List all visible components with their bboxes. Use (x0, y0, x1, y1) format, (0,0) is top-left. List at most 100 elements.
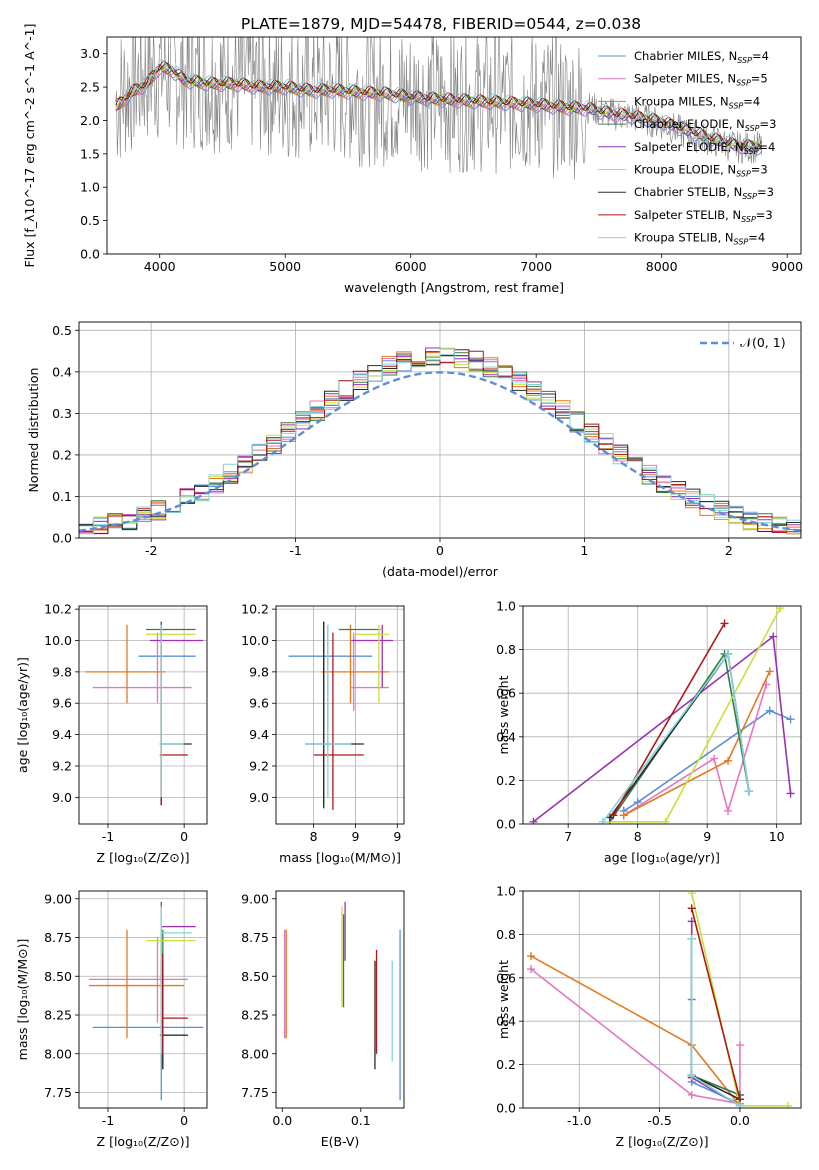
spectrum-xtick-label: 6000 (395, 259, 427, 274)
residuals-plot-area (79, 322, 801, 538)
residuals-xlabel: (data-model)/error (382, 564, 499, 579)
age-vs-mass-ytick-label: 10.0 (241, 633, 269, 648)
age-vs-Z-ytick-label: 10.0 (44, 633, 72, 648)
spectrum-xtick-label: 7000 (520, 259, 552, 274)
mw-vs-Z-xtick-label: -0.5 (647, 1113, 671, 1128)
mw-vs-age-ytick-label: 0.0 (496, 817, 516, 832)
residuals-ytick-label: 0.1 (52, 489, 72, 504)
age-vs-mass-ytick-label: 9.8 (249, 664, 269, 679)
residuals-ylabel: Normed distribution (26, 368, 41, 493)
mw-vs-age-marker (724, 806, 733, 815)
mw-vs-Z-ytick-label: 0.8 (496, 927, 516, 942)
spectrum-ytick-label: 1.5 (80, 146, 100, 161)
mw-vs-Z-marker (735, 1041, 744, 1050)
age-vs-mass-ytick-label: 9.0 (249, 790, 269, 805)
mass-vs-EBV-ytick-label: 8.00 (241, 1046, 269, 1061)
mass-vs-EBV-ytick-label: 8.25 (241, 1008, 269, 1023)
residuals-ytick-label: 0.3 (52, 406, 72, 421)
residuals-xtick-label: -2 (145, 543, 157, 558)
spectrum-model-line (115, 65, 763, 151)
residuals-ytick-label: 0.2 (52, 447, 72, 462)
spectrum-frame (106, 36, 802, 255)
age-vs-mass-xtick-label: 9 (393, 829, 401, 844)
legend-entry: Salpeter STELIB, NSSP=3 (634, 208, 773, 224)
mw-vs-Z-marker (527, 952, 536, 961)
mw-vs-Z-marker (687, 934, 696, 943)
age-vs-Z-ytick-label: 10.2 (44, 602, 72, 617)
mw-vs-Z-xtick-label: -1.0 (567, 1113, 591, 1128)
mw-vs-age-axes: 7 8 9 10 0.0 0.2 0.4 0.6 0.8 1.0 age [log₁₀(age/yr… (496, 599, 802, 865)
spectrum-xlabel: wavelength [Angstrom, rest frame] (344, 280, 564, 295)
mw-vs-age-ylabel: mass weight (496, 675, 511, 754)
mw-vs-age-frame (522, 605, 802, 825)
age-vs-mass-xtick-label: 9 (352, 829, 360, 844)
mw-vs-age-ytick-label: 0.6 (496, 686, 516, 701)
mw-vs-Z-marker (687, 904, 696, 913)
spectrum-data-line (115, 37, 763, 180)
mw-vs-age-xtick-label: 10 (769, 829, 785, 844)
mw-vs-age-line (623, 709, 791, 812)
mw-vs-Z-marker (687, 1071, 696, 1080)
legend-entry: Chabrier STELIB, NSSP=3 (634, 185, 774, 201)
spectrum-xtick-label: 5000 (269, 259, 301, 274)
age-vs-mass-plot-area (276, 606, 404, 824)
mass-vs-EBV-xlabel: E(B-V) (321, 1134, 360, 1149)
mw-vs-Z-ytick-label: 1.0 (496, 884, 516, 899)
mw-vs-Z-marker (735, 1101, 744, 1108)
mass-vs-EBV-axes: 0.0 0.1 7.75 8.00 8.25 8.50 8.75 9.00 E(B-V) (241, 890, 405, 1149)
mw-vs-Z-line (690, 938, 741, 1107)
spectrum-model-line (115, 64, 762, 151)
mass-vs-Z-plot-area (79, 891, 207, 1108)
normal-legend-label: 𝒩(0, 1) (740, 335, 786, 350)
mw-vs-age-line (623, 684, 768, 816)
mw-vs-Z-xlabel: Z [log₁₀(Z/Z⊙)] (616, 1134, 709, 1149)
mw-vs-age-xtick-label: 8 (634, 829, 642, 844)
mass-vs-EBV-ytick-label: 7.75 (241, 1085, 269, 1100)
age-vs-mass-frame (275, 605, 405, 825)
mass-vs-Z-ytick-label: 9.00 (44, 891, 72, 906)
spectrum-ytick-label: 0.5 (80, 213, 100, 228)
age-vs-mass-xtick-label: 8 (310, 829, 318, 844)
age-vs-Z-axes: -1 0 9.0 9.2 9.4 9.6 9.8 10.0 10.2 Z [log₁₀(Z/Z⊙)… (15, 602, 208, 865)
mw-vs-Z-ytick-label: 0.2 (496, 1057, 516, 1072)
mw-vs-age-marker (710, 754, 719, 763)
mass-vs-Z-ylabel: mass [log₁₀(M/M⊙)] (15, 939, 30, 1061)
mw-vs-Z-marker (687, 891, 696, 898)
residuals-ytick-label: 0.5 (52, 323, 72, 338)
mass-vs-Z-frame (78, 890, 208, 1109)
mw-vs-Z-plot-area (523, 891, 801, 1108)
mw-vs-Z-xtick-label: 0.0 (730, 1113, 750, 1128)
spectrum-xtick-label: 4000 (144, 259, 176, 274)
age-vs-Z-plot-area (79, 606, 207, 824)
mass-vs-EBV-ytick-label: 9.00 (241, 891, 269, 906)
age-vs-Z-xtick-label: 0 (180, 829, 188, 844)
residuals-ytick-label: 0.4 (52, 364, 72, 379)
mw-vs-age-marker (609, 811, 618, 820)
mass-vs-Z-xlabel: Z [log₁₀(Z/Z⊙)] (97, 1134, 190, 1149)
mw-vs-Z-ylabel: mass weight (496, 960, 511, 1039)
mw-vs-Z-marker (687, 1090, 696, 1099)
mass-vs-EBV-frame (275, 890, 405, 1109)
mass-vs-Z-ytick-label: 7.75 (44, 1085, 72, 1100)
legend-entry: Kroupa STELIB, NSSP=4 (634, 231, 765, 247)
spectrum-legend: Chabrier MILES, NSSP=4 Salpeter MILES, NS… (598, 49, 776, 247)
panels-group: 4000 5000 6000 7000 8000 90000.00.51.01.52.02… (15, 24, 803, 1149)
figure-title: PLATE=1879, MJD=54478, FIBERID=0544, z=0… (241, 15, 641, 33)
age-vs-mass-xlabel: mass [log₁₀(M/M⊙)] (279, 850, 401, 865)
mw-vs-age-marker (724, 756, 733, 765)
mw-vs-age-marker (619, 811, 628, 820)
mw-vs-age-ytick-label: 0.4 (496, 729, 516, 744)
mw-vs-age-marker (720, 619, 729, 628)
age-vs-Z-ytick-label: 9.6 (52, 696, 72, 711)
mw-vs-age-marker (776, 606, 785, 613)
mw-vs-age-marker (633, 798, 642, 807)
mw-vs-Z-line (690, 908, 741, 1100)
mass-vs-Z-axes: -1 0 7.75 8.00 8.25 8.50 8.75 9.00 Z [log₁₀(Z/Z⊙… (15, 890, 208, 1149)
age-vs-Z-frame (78, 605, 208, 825)
residuals-xtick-label: -1 (289, 543, 301, 558)
mw-vs-age-marker (765, 667, 774, 676)
mw-vs-Z-ytick-label: 0.0 (496, 1101, 516, 1116)
mw-vs-age-marker (786, 715, 795, 724)
mw-vs-Z-marker (527, 965, 536, 974)
